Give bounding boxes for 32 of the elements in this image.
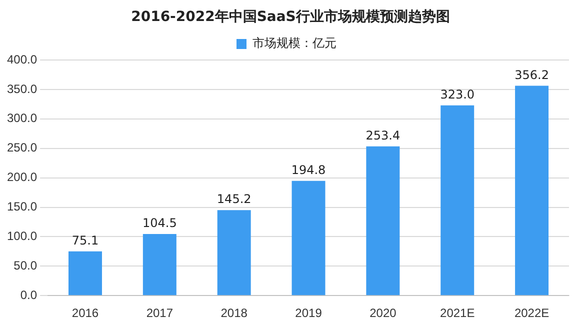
y-tick-label: 300.0 [7, 111, 38, 126]
y-tick-label: 200.0 [7, 170, 38, 184]
x-tick-label: 2022E [514, 306, 550, 320]
data-label: 145.2 [216, 192, 252, 206]
y-tick-label: 350.0 [7, 82, 38, 96]
y-tick-label: 150.0 [7, 200, 38, 214]
bar [217, 210, 251, 296]
y-tick-label: 100.0 [7, 229, 38, 244]
chart-title: 2016-2022年中国SaaS行业市场规模预测趋势图 [130, 8, 451, 27]
bar [292, 180, 326, 296]
x-tick-label: 2019 [295, 306, 322, 320]
x-tick-label: 2021E [440, 306, 475, 320]
x-tick-label: 2018 [220, 306, 248, 320]
y-tick-label: 50.0 [14, 258, 38, 272]
y-tick-label: 250.0 [7, 140, 38, 155]
y-tick-label: 400.0 [7, 52, 38, 66]
bar [515, 86, 549, 296]
x-tick-label: 2017 [146, 306, 174, 320]
bar [440, 105, 474, 296]
data-label: 104.5 [142, 216, 177, 230]
bar [142, 234, 176, 296]
data-label: 253.4 [366, 128, 400, 142]
data-label: 356.2 [514, 68, 549, 82]
data-label: 194.8 [291, 162, 326, 177]
data-label: 323.0 [440, 87, 475, 102]
y-tick-label: 0.0 [20, 288, 38, 302]
bar [68, 251, 102, 296]
bar [366, 146, 400, 296]
x-tick-label: 2020 [370, 306, 397, 320]
x-tick-label: 2016 [72, 306, 99, 320]
legend-label: 市场规模：亿元 [252, 36, 336, 50]
data-label: 75.1 [72, 233, 99, 248]
